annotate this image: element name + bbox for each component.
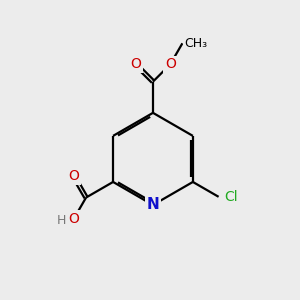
Text: Cl: Cl: [224, 190, 238, 204]
Text: N: N: [147, 197, 159, 212]
Text: O: O: [130, 57, 141, 71]
Text: O: O: [68, 169, 79, 183]
Text: O: O: [68, 212, 79, 226]
Text: H: H: [57, 214, 66, 226]
Text: O: O: [165, 57, 176, 71]
Text: CH₃: CH₃: [184, 37, 207, 50]
